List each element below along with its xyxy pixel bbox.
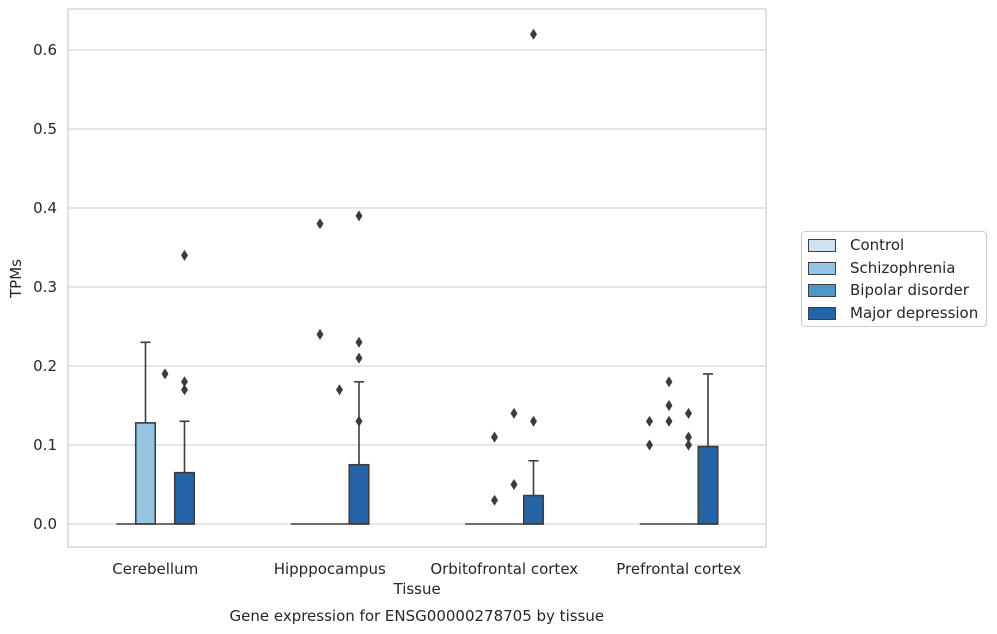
legend-label-bipolar-disorder: Bipolar disorder: [850, 281, 969, 299]
outlier-marker: [510, 479, 518, 490]
outlier-marker: [665, 376, 673, 388]
outlier-marker: [685, 439, 692, 451]
outlier-marker: [685, 407, 692, 419]
outlier-marker: [336, 384, 343, 396]
x-tick-label: Hipppocampus: [274, 560, 386, 578]
legend-item-control: Control: [808, 236, 904, 254]
y-tick-label: 0.3: [33, 278, 57, 296]
box: [348, 463, 370, 525]
legend-swatch-control: [808, 238, 836, 252]
outlier-marker: [355, 210, 363, 222]
legend-label-control: Control: [850, 236, 905, 254]
x-axis-label: Tissue: [393, 580, 441, 598]
outlier-marker: [510, 407, 518, 419]
legend-label-major-depression: Major depression: [850, 304, 979, 322]
x-tick-label: Prefrontal cortex: [616, 560, 741, 578]
outlier-marker: [181, 384, 188, 396]
x-tick-label: Orbitofrontal cortex: [430, 560, 578, 578]
legend: Control Schizophrenia Bipolar disorder M…: [801, 231, 987, 327]
y-tick-label: 0.0: [33, 515, 57, 533]
outlier-marker: [161, 368, 169, 380]
outlier-marker: [316, 328, 324, 340]
outlier-marker: [530, 415, 537, 427]
box: [134, 422, 157, 525]
box: [697, 445, 719, 525]
outlier-marker: [355, 415, 363, 427]
y-tick-label: 0.6: [33, 41, 57, 59]
y-tick-label: 0.1: [33, 436, 57, 454]
legend-item-bipolar-disorder: Bipolar disorder: [808, 281, 969, 299]
plot-frame: [67, 8, 767, 548]
outlier-marker: [530, 28, 537, 40]
outlier-marker: [181, 376, 188, 388]
outlier-marker: [355, 336, 363, 348]
box: [173, 471, 196, 525]
outlier-marker: [355, 352, 363, 364]
y-tick-label: 0.5: [33, 120, 57, 138]
outlier-marker: [665, 400, 673, 411]
legend-swatch-schizophrenia: [808, 261, 836, 275]
legend-swatch-major-depression: [808, 306, 836, 320]
y-tick-label: 0.2: [33, 357, 57, 375]
box: [522, 494, 545, 525]
outlier-marker: [646, 415, 653, 427]
chart-caption: Gene expression for ENSG00000278705 by t…: [229, 607, 605, 625]
outlier-marker: [646, 439, 653, 451]
legend-label-schizophrenia: Schizophrenia: [850, 259, 956, 277]
outlier-marker: [181, 249, 188, 261]
outlier-marker: [685, 431, 692, 443]
outlier-marker: [491, 431, 498, 443]
outlier-marker: [665, 415, 673, 427]
y-axis-label: TPMs: [7, 258, 25, 298]
legend-item-major-depression: Major depression: [808, 304, 978, 322]
x-tick-label: Cerebellum: [112, 560, 198, 578]
outlier-marker: [491, 494, 498, 506]
outlier-marker: [316, 218, 324, 230]
legend-swatch-bipolar-disorder: [808, 283, 836, 297]
legend-item-schizophrenia: Schizophrenia: [808, 259, 955, 277]
y-tick-label: 0.4: [33, 199, 57, 217]
